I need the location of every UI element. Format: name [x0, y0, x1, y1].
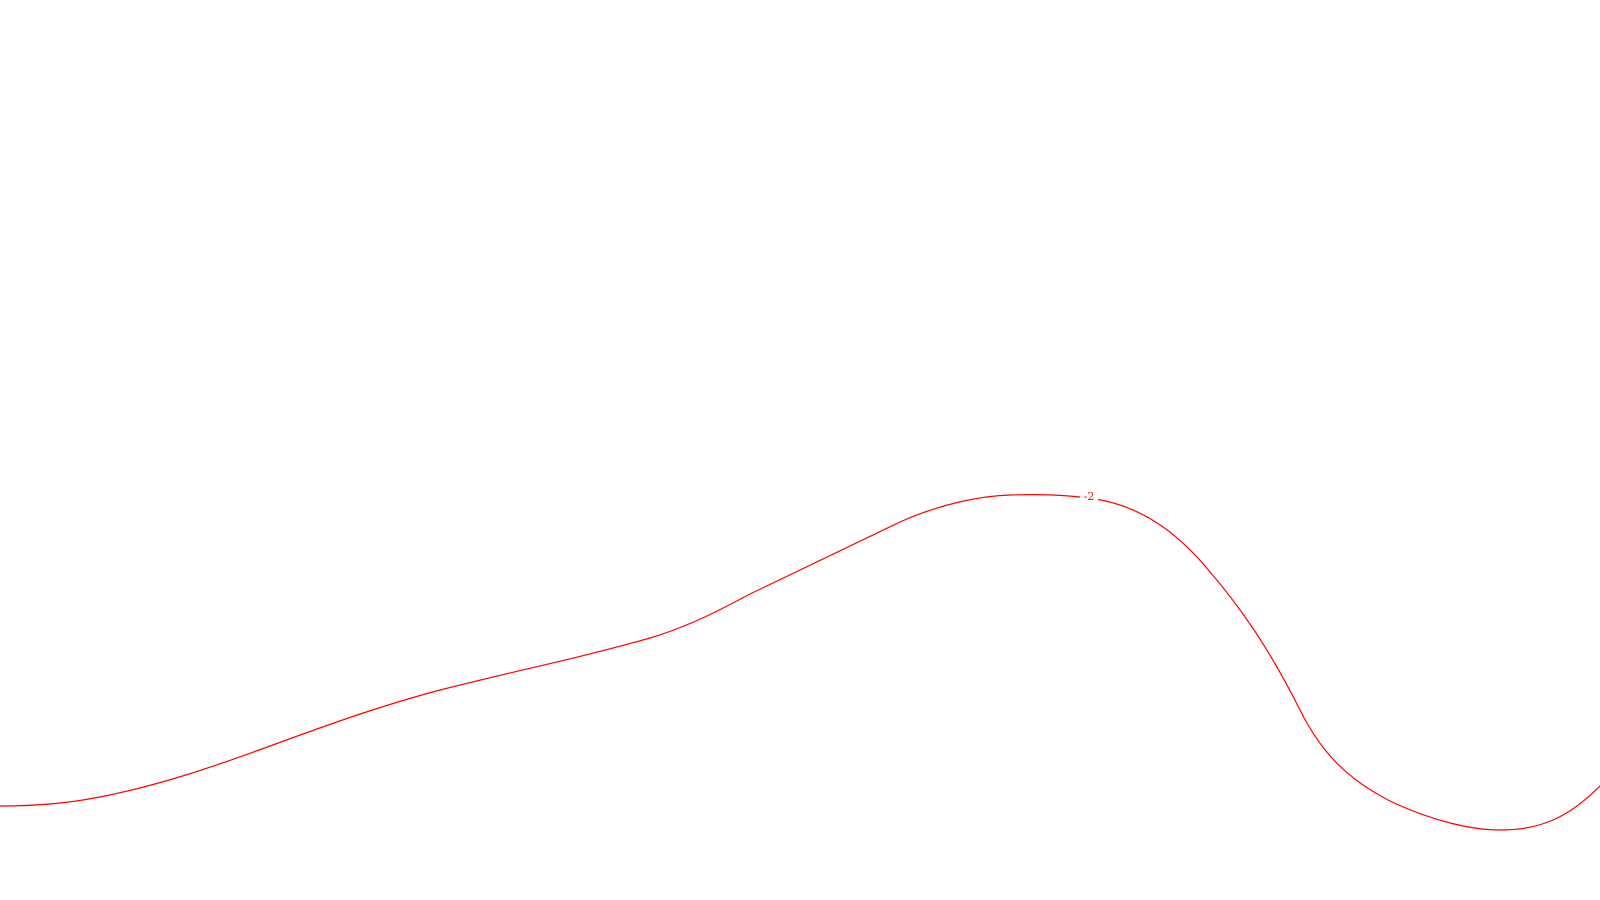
contour-line: [0, 494, 1600, 831]
contour-level-label: -2: [1084, 490, 1095, 503]
contour-label-gap: [1080, 489, 1098, 503]
